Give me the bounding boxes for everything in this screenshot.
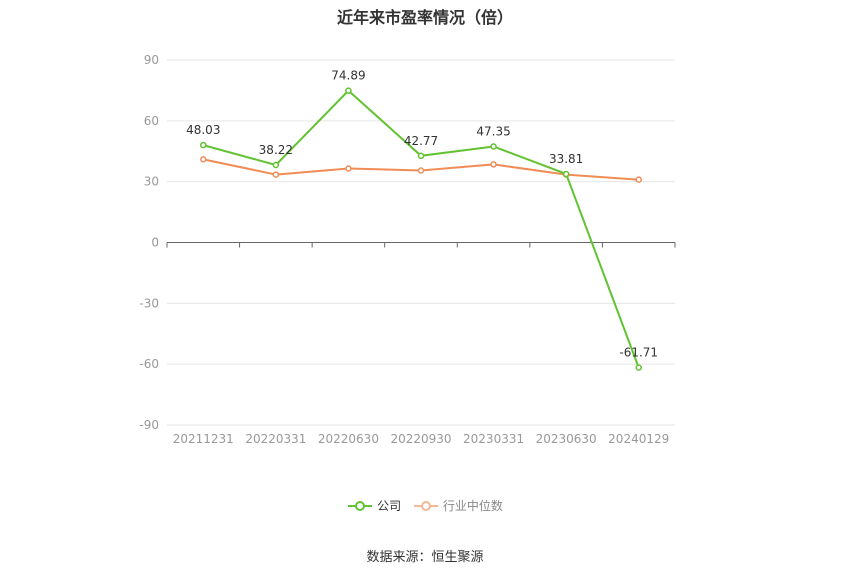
series-layer [200,87,642,371]
company-point [562,170,570,178]
company-point [490,143,497,150]
y-tick-label: 30 [144,175,159,189]
legend: 公司 行业中位数 [0,497,850,515]
legend-item-industry-median[interactable]: 行业中位数 [413,497,503,514]
legend-item-company[interactable]: 公司 [347,497,401,514]
legend-marker-company [348,500,373,511]
industry-median-point [490,161,497,168]
data-source: 数据来源：恒生聚源 [366,550,484,565]
x-tick-label: 20240129 [608,432,669,446]
x-tick-label: 20230331 [463,432,524,446]
y-tick-label: -30 [139,296,159,310]
industry-median-point [272,171,280,178]
data-label: 38.22 [259,143,293,157]
data-labels: 48.03 38.22 74.89 42.77 47.35 33.81 -61.71 [186,69,658,360]
company-point [635,364,642,371]
y-tick-label: -60 [139,357,159,371]
company-point [345,87,352,94]
grid-lines [167,59,675,426]
data-label: 33.81 [549,152,583,166]
industry-median-point [345,165,352,172]
company-point [417,152,425,160]
x-tick-label: 20220331 [245,432,306,446]
y-tick-label: 90 [144,53,159,67]
data-label: 47.35 [476,124,510,138]
industry-median-point [200,156,207,163]
legend-label-company: 公司 [377,499,402,513]
y-axis: 90 60 30 0 -30 -60 -90 [139,53,159,432]
x-axis: 20211231 20220331 20220630 20220930 20230331… [166,242,676,446]
x-tick-label: 20230630 [536,432,597,446]
y-tick-label: 60 [144,114,159,128]
y-tick-label: -90 [139,418,159,432]
y-tick-label: 0 [151,236,159,250]
data-label: 42.77 [404,134,438,148]
company-line [203,89,640,368]
x-tick-label: 20220930 [390,432,451,446]
data-label: 74.89 [331,69,365,83]
data-label: -61.71 [619,346,658,360]
data-label: 48.03 [186,123,220,137]
industry-median-point [635,176,642,183]
x-tick-label: 20220630 [318,432,379,446]
x-tick-label: 20211231 [173,432,234,446]
industry-median-point [417,167,425,174]
pe-ratio-chart: 90 60 30 0 -30 -60 -90 20211231 20220331 2022063… [139,53,676,446]
company-point [272,161,280,169]
company-point [200,141,207,149]
legend-marker-industry-median [413,500,438,511]
legend-label-industry-median: 行业中位数 [442,499,503,513]
chart-title: 近年来市盈率情况（倍） [336,8,513,27]
